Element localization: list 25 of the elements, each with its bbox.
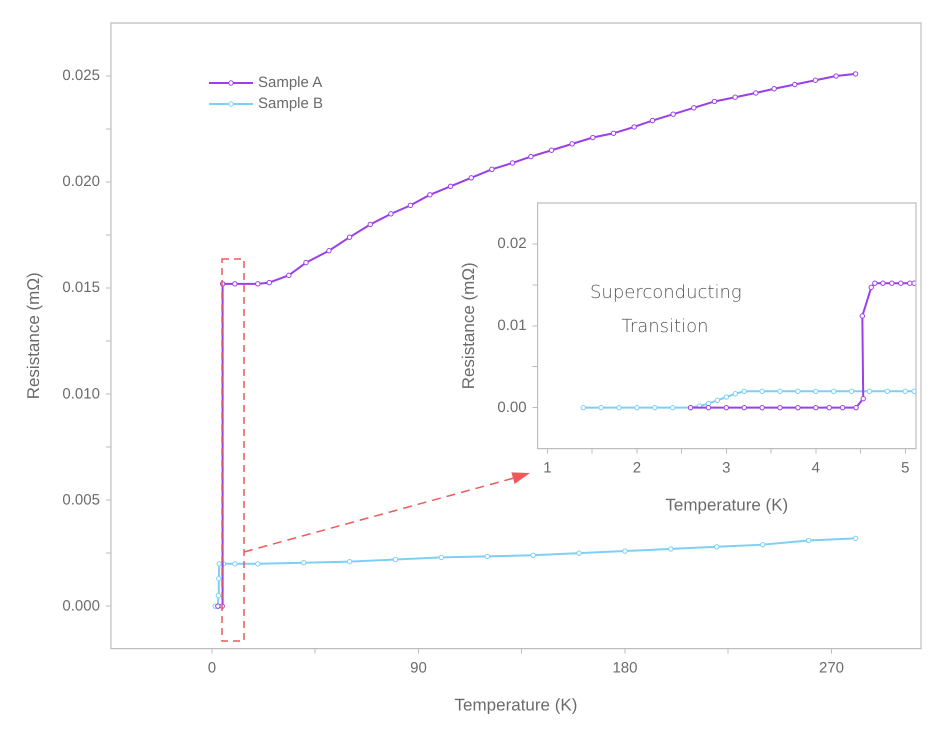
x-axis-title: Temperature (K): [454, 695, 578, 714]
y-tick-label: 0.000: [62, 597, 100, 614]
y-tick-label: 0.015: [62, 279, 100, 296]
annotation: Superconducting Transition: [590, 281, 742, 339]
y-tick-label: 0.005: [62, 491, 100, 508]
y-axis-title: Resistance (mΩ): [458, 262, 478, 390]
x-tick-label: 3: [722, 460, 731, 477]
x-tick-label: 2: [632, 460, 642, 477]
x-tick-label: 0: [208, 660, 216, 677]
y-tick-label: 0.025: [62, 67, 100, 84]
x-tick-label: 5: [901, 460, 910, 477]
legend-label: Sample B: [258, 95, 324, 112]
x-axis-title: Temperature (K): [665, 495, 788, 514]
y-axis-title: Resistance (mΩ): [24, 272, 43, 400]
legend-label: Sample A: [258, 74, 322, 91]
y-tick-label: 0.00: [497, 398, 527, 416]
y-tick-label: 0.02: [497, 235, 527, 252]
x-tick-label: 90: [410, 660, 427, 677]
y-tick-label: 0.020: [62, 173, 100, 190]
y-tick-label: 0.01: [497, 316, 527, 334]
x-tick-label: 1: [543, 460, 552, 477]
x-tick-label: 270: [818, 660, 844, 677]
y-tick-label: 0.010: [62, 385, 100, 402]
x-tick-label: 4: [812, 460, 820, 477]
x-tick-label: 180: [612, 660, 638, 677]
